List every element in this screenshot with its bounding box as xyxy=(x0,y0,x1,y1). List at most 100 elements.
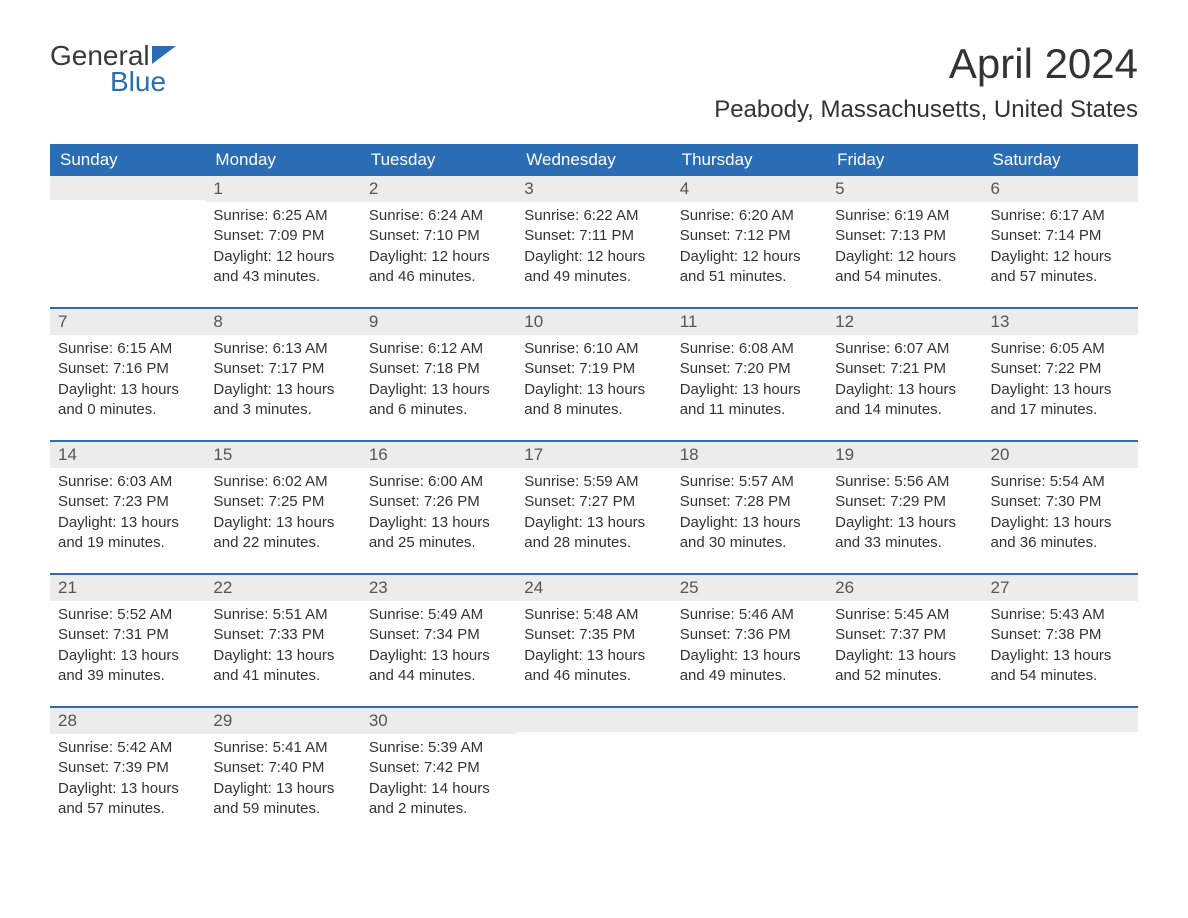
day-number: 29 xyxy=(205,708,360,734)
day-number: 19 xyxy=(827,442,982,468)
sunset-text: Sunset: 7:22 PM xyxy=(991,359,1130,379)
daylight-text: Daylight: 13 hours and 22 minutes. xyxy=(213,513,352,554)
calendar-day-cell: 2Sunrise: 6:24 AMSunset: 7:10 PMDaylight… xyxy=(361,176,516,308)
sunrise-text: Sunrise: 6:22 AM xyxy=(524,206,663,226)
calendar-week-row: 21Sunrise: 5:52 AMSunset: 7:31 PMDayligh… xyxy=(50,574,1138,707)
day-number xyxy=(50,176,205,200)
sunset-text: Sunset: 7:14 PM xyxy=(991,226,1130,246)
calendar-day-cell: 18Sunrise: 5:57 AMSunset: 7:28 PMDayligh… xyxy=(672,441,827,574)
logo: General Blue xyxy=(50,40,176,98)
calendar-day-cell: 1Sunrise: 6:25 AMSunset: 7:09 PMDaylight… xyxy=(205,176,360,308)
calendar-day-cell: 7 Sunrise: 6:15 AMSunset: 7:16 PMDaylight… xyxy=(50,308,205,441)
day-number: 17 xyxy=(516,442,671,468)
daylight-text: Daylight: 13 hours and 14 minutes. xyxy=(835,380,974,421)
sunset-text: Sunset: 7:17 PM xyxy=(213,359,352,379)
daylight-text: Daylight: 13 hours and 52 minutes. xyxy=(835,646,974,687)
daylight-text: Daylight: 13 hours and 0 minutes. xyxy=(58,380,197,421)
sunrise-text: Sunrise: 6:13 AM xyxy=(213,339,352,359)
day-number: 26 xyxy=(827,575,982,601)
col-header: Wednesday xyxy=(516,144,671,176)
day-number xyxy=(516,708,671,732)
sunset-text: Sunset: 7:28 PM xyxy=(680,492,819,512)
sunset-text: Sunset: 7:37 PM xyxy=(835,625,974,645)
sunset-text: Sunset: 7:13 PM xyxy=(835,226,974,246)
sunset-text: Sunset: 7:33 PM xyxy=(213,625,352,645)
calendar-week-row: 28Sunrise: 5:42 AMSunset: 7:39 PMDayligh… xyxy=(50,707,1138,839)
calendar-day-cell: 8Sunrise: 6:13 AMSunset: 7:17 PMDaylight… xyxy=(205,308,360,441)
day-number: 15 xyxy=(205,442,360,468)
sunrise-text: Sunrise: 5:56 AM xyxy=(835,472,974,492)
sunrise-text: Sunrise: 5:48 AM xyxy=(524,605,663,625)
sunset-text: Sunset: 7:38 PM xyxy=(991,625,1130,645)
sunset-text: Sunset: 7:12 PM xyxy=(680,226,819,246)
title-block: April 2024 Peabody, Massachusetts, Unite… xyxy=(714,40,1138,136)
day-number: 30 xyxy=(361,708,516,734)
day-number: 6 xyxy=(983,176,1138,202)
calendar-day-cell: 14Sunrise: 6:03 AMSunset: 7:23 PMDayligh… xyxy=(50,441,205,574)
sunrise-text: Sunrise: 6:25 AM xyxy=(213,206,352,226)
day-number: 7 xyxy=(50,309,205,335)
col-header: Friday xyxy=(827,144,982,176)
day-number: 5 xyxy=(827,176,982,202)
daylight-text: Daylight: 12 hours and 54 minutes. xyxy=(835,247,974,288)
calendar-day-cell: 3Sunrise: 6:22 AMSunset: 7:11 PMDaylight… xyxy=(516,176,671,308)
logo-triangle-icon xyxy=(152,46,176,64)
calendar-day-cell: 24Sunrise: 5:48 AMSunset: 7:35 PMDayligh… xyxy=(516,574,671,707)
calendar-day-cell: 16Sunrise: 6:00 AMSunset: 7:26 PMDayligh… xyxy=(361,441,516,574)
sunset-text: Sunset: 7:10 PM xyxy=(369,226,508,246)
sunrise-text: Sunrise: 6:17 AM xyxy=(991,206,1130,226)
daylight-text: Daylight: 13 hours and 33 minutes. xyxy=(835,513,974,554)
sunrise-text: Sunrise: 6:05 AM xyxy=(991,339,1130,359)
day-number: 27 xyxy=(983,575,1138,601)
daylight-text: Daylight: 12 hours and 51 minutes. xyxy=(680,247,819,288)
sunrise-text: Sunrise: 6:20 AM xyxy=(680,206,819,226)
daylight-text: Daylight: 12 hours and 43 minutes. xyxy=(213,247,352,288)
daylight-text: Daylight: 13 hours and 11 minutes. xyxy=(680,380,819,421)
col-header: Sunday xyxy=(50,144,205,176)
sunset-text: Sunset: 7:16 PM xyxy=(58,359,197,379)
logo-word2: Blue xyxy=(110,66,176,98)
sunrise-text: Sunrise: 6:15 AM xyxy=(58,339,197,359)
calendar-day-cell xyxy=(516,707,671,839)
day-number: 3 xyxy=(516,176,671,202)
calendar-table: Sunday Monday Tuesday Wednesday Thursday… xyxy=(50,144,1138,839)
calendar-day-cell: 12Sunrise: 6:07 AMSunset: 7:21 PMDayligh… xyxy=(827,308,982,441)
daylight-text: Daylight: 13 hours and 49 minutes. xyxy=(680,646,819,687)
daylight-text: Daylight: 12 hours and 57 minutes. xyxy=(991,247,1130,288)
daylight-text: Daylight: 13 hours and 6 minutes. xyxy=(369,380,508,421)
daylight-text: Daylight: 13 hours and 19 minutes. xyxy=(58,513,197,554)
day-number: 12 xyxy=(827,309,982,335)
col-header: Saturday xyxy=(983,144,1138,176)
sunrise-text: Sunrise: 5:39 AM xyxy=(369,738,508,758)
day-number: 23 xyxy=(361,575,516,601)
calendar-day-cell: 15Sunrise: 6:02 AMSunset: 7:25 PMDayligh… xyxy=(205,441,360,574)
sunset-text: Sunset: 7:34 PM xyxy=(369,625,508,645)
calendar-day-cell xyxy=(50,176,205,308)
day-number: 20 xyxy=(983,442,1138,468)
sunset-text: Sunset: 7:29 PM xyxy=(835,492,974,512)
calendar-day-cell: 6 Sunrise: 6:17 AMSunset: 7:14 PMDaylight… xyxy=(983,176,1138,308)
daylight-text: Daylight: 13 hours and 25 minutes. xyxy=(369,513,508,554)
day-number: 18 xyxy=(672,442,827,468)
day-number xyxy=(827,708,982,732)
sunrise-text: Sunrise: 6:03 AM xyxy=(58,472,197,492)
calendar-day-cell: 27Sunrise: 5:43 AMSunset: 7:38 PMDayligh… xyxy=(983,574,1138,707)
sunrise-text: Sunrise: 6:10 AM xyxy=(524,339,663,359)
daylight-text: Daylight: 13 hours and 39 minutes. xyxy=(58,646,197,687)
sunset-text: Sunset: 7:35 PM xyxy=(524,625,663,645)
col-header: Thursday xyxy=(672,144,827,176)
day-number: 28 xyxy=(50,708,205,734)
day-number: 24 xyxy=(516,575,671,601)
calendar-week-row: 14Sunrise: 6:03 AMSunset: 7:23 PMDayligh… xyxy=(50,441,1138,574)
calendar-day-cell: 20Sunrise: 5:54 AMSunset: 7:30 PMDayligh… xyxy=(983,441,1138,574)
calendar-day-cell: 26Sunrise: 5:45 AMSunset: 7:37 PMDayligh… xyxy=(827,574,982,707)
daylight-text: Daylight: 13 hours and 17 minutes. xyxy=(991,380,1130,421)
sunrise-text: Sunrise: 5:54 AM xyxy=(991,472,1130,492)
sunrise-text: Sunrise: 5:49 AM xyxy=(369,605,508,625)
sunrise-text: Sunrise: 6:02 AM xyxy=(213,472,352,492)
day-number: 4 xyxy=(672,176,827,202)
daylight-text: Daylight: 13 hours and 57 minutes. xyxy=(58,779,197,820)
daylight-text: Daylight: 13 hours and 3 minutes. xyxy=(213,380,352,421)
calendar-day-cell xyxy=(983,707,1138,839)
calendar-day-cell: 10Sunrise: 6:10 AMSunset: 7:19 PMDayligh… xyxy=(516,308,671,441)
